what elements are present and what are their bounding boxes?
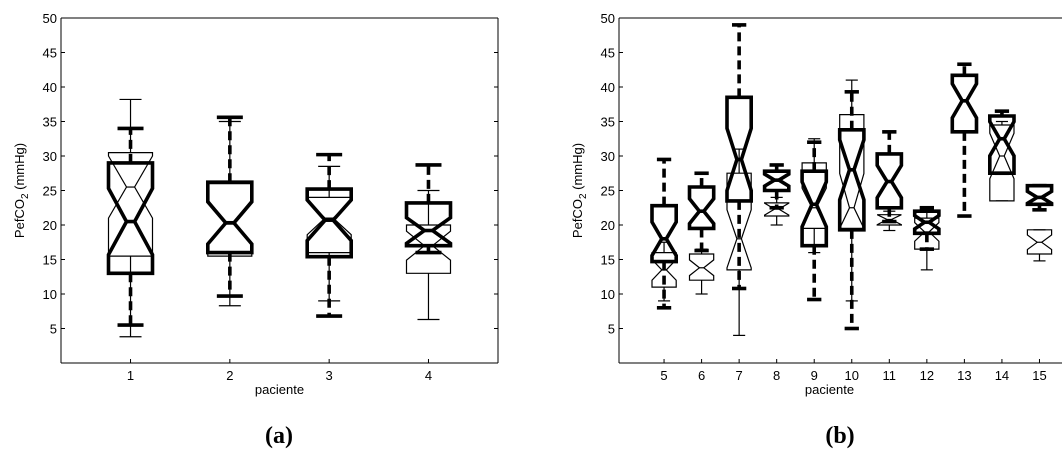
x-tick-label: 6 [698,368,705,383]
series-thick-dashed [650,23,1054,331]
box-patient-5 [650,157,679,310]
y-tick-label: 5 [50,322,57,337]
y-axis-label-subscript: 2 [578,193,589,199]
notched-box [687,185,716,231]
y-tick-label: 10 [43,287,57,302]
notched-box [762,169,791,193]
y-tick-label: 20 [43,218,57,233]
panel-label: (a) [265,423,293,449]
x-tick-label: 15 [1032,368,1046,383]
box-patient-10 [837,90,866,331]
y-axis-label-unit: (mmHg) [12,143,27,194]
panel-label: (b) [825,423,854,449]
box-patient-13 [950,62,979,218]
notched-box [837,128,866,232]
box-patient-4 [405,189,452,321]
y-tick-label: 50 [601,11,615,26]
x-tick-label: 10 [845,368,859,383]
x-tick-label: 5 [660,368,667,383]
notched-box [305,187,354,259]
x-tick-label: 8 [773,368,780,383]
box-patient-8 [762,163,791,210]
box-patient-7 [725,23,754,291]
y-tick-label: 50 [43,11,57,26]
notched-box [725,95,754,203]
notched-box [912,209,941,236]
x-axis-label: paciente [255,382,304,397]
notched-box [950,73,979,134]
y-tick-label: 15 [601,253,615,268]
y-tick-label: 35 [601,115,615,130]
x-tick-label: 14 [995,368,1009,383]
notched-box [1026,229,1053,255]
box-patient-12 [912,205,941,251]
box-patient-14 [989,120,1015,202]
box-patient-6 [688,248,715,295]
y-axis-label: PefCO2 (mmHg) [12,143,31,238]
x-tick-label: 3 [326,368,333,383]
x-tick-label: 2 [226,368,233,383]
notched-box [989,124,1015,202]
y-tick-label: 40 [601,80,615,95]
y-tick-label: 35 [43,115,57,130]
panel-b: 5 10 15 20 25 30 35 40 45 50 5 6 7 8 9 10 11 12 13 14 15 paci… [570,11,1062,449]
y-axis-label: PefCO2 (mmHg) [570,143,589,238]
box-patient-15 [1026,229,1053,262]
y-tick-label: 40 [43,80,57,95]
y-axis-label-base: PefCO [12,199,27,238]
box-patient-1 [106,126,155,327]
series-thin [107,98,452,338]
y-tick-label: 10 [601,287,615,302]
notched-box [875,152,904,210]
series-thick-dashed [106,115,453,327]
notched-box [404,201,453,248]
box-patient-8 [763,196,790,226]
y-axis-label-base: PefCO [570,199,585,238]
x-tick-label: 7 [736,368,743,383]
notched-box [1025,183,1054,207]
notched-box [800,169,829,248]
notched-box [206,180,254,255]
y-tick-label: 25 [601,184,615,199]
notched-box [987,114,1016,175]
y-tick-label: 45 [43,46,57,61]
notched-box [405,224,452,274]
x-tick-label: 9 [811,368,818,383]
box-patient-6 [687,171,716,253]
y-tick-label: 30 [601,149,615,164]
x-tick-label: 13 [957,368,971,383]
box-patient-4 [404,163,453,255]
x-tick-label: 1 [127,368,134,383]
notched-box [106,161,155,276]
notched-box [688,253,715,281]
y-tick-label: 25 [43,184,57,199]
notched-box [914,217,940,250]
x-tick-label: 12 [920,368,934,383]
box-patient-14 [987,109,1016,176]
box-patient-3 [305,152,354,318]
y-axis-label-unit: (mmHg) [570,143,585,194]
y-tick-label: 5 [608,322,615,337]
notched-box [207,183,253,257]
y-tick-label: 20 [601,218,615,233]
y-axis-label-subscript: 2 [20,193,31,199]
series-thin [651,79,1053,336]
box-patient-15 [1025,183,1054,212]
x-tick-label: 4 [425,368,432,383]
box-patient-9 [800,140,829,302]
y-tick-label: 45 [601,46,615,61]
x-tick-label: 11 [883,368,897,383]
x-axis-label: paciente [805,382,854,397]
y-tick-label: 30 [43,149,57,164]
y-tick-label: 15 [43,253,57,268]
box-patient-2 [206,115,254,298]
notched-box [650,203,679,264]
box-patient-1 [107,98,154,338]
box-patient-11 [875,130,904,224]
